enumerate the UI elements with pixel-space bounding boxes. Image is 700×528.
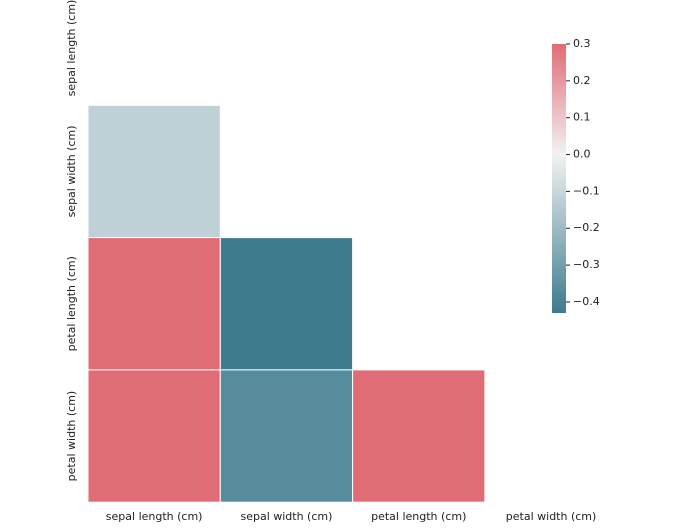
- heatmap-cell: [219, 237, 354, 371]
- colorbar-tick-label: −0.4: [573, 295, 600, 308]
- heatmap-cell: [87, 369, 221, 503]
- x-tick-label: petal width (cm): [506, 510, 597, 523]
- heatmap-cell: [87, 104, 221, 239]
- x-tick-label: sepal length (cm): [106, 510, 203, 523]
- heatmap-cell: [219, 369, 354, 503]
- x-tick-label: petal length (cm): [371, 510, 466, 523]
- y-tick-label: petal width (cm): [65, 391, 78, 482]
- y-tick-label: petal length (cm): [65, 256, 78, 351]
- colorbar-tick-label: 0.2: [573, 74, 591, 87]
- x-tick-label: sepal width (cm): [240, 510, 332, 523]
- y-tick-label: sepal width (cm): [65, 125, 78, 217]
- colorbar-tick-label: −0.3: [573, 258, 600, 271]
- heatmap-cell: [87, 237, 221, 371]
- colorbar-tick-label: −0.2: [573, 221, 600, 234]
- colorbar-tick-label: 0.0: [573, 148, 591, 161]
- colorbar-tick-label: −0.1: [573, 184, 600, 197]
- heatmap-cell: [352, 369, 486, 503]
- colorbar-tick-label: 0.3: [573, 37, 591, 50]
- y-tick-label: sepal length (cm): [65, 0, 78, 96]
- colorbar: [552, 44, 566, 313]
- colorbar-tick-label: 0.1: [573, 111, 591, 124]
